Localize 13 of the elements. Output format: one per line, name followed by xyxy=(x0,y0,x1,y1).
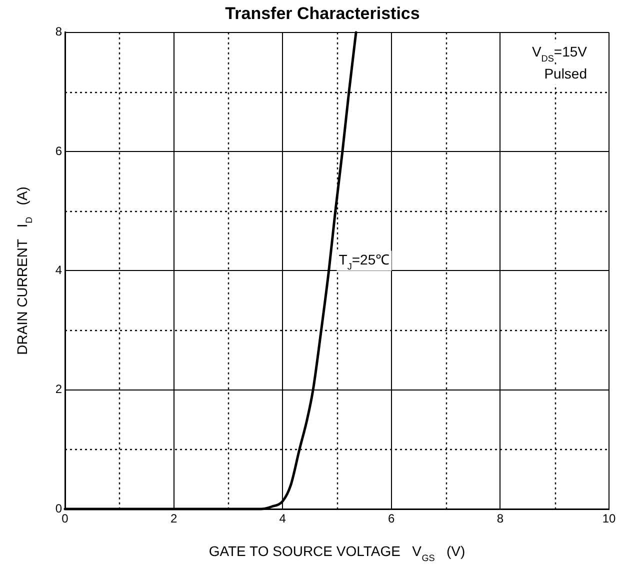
y-tick-label: 2 xyxy=(55,382,62,396)
annotation: Pulsed xyxy=(544,65,588,82)
x-tick-label: 4 xyxy=(279,512,286,526)
x-tick-label: 2 xyxy=(170,512,178,526)
y-tick-label: 8 xyxy=(55,24,62,39)
chart-title: Transfer Characteristics xyxy=(225,4,420,23)
x-tick-label: 6 xyxy=(388,512,396,526)
y-tick-label: 0 xyxy=(55,501,62,516)
text: DRAIN CURRENT ID (A) xyxy=(14,186,34,355)
x-tick-label: 8 xyxy=(496,512,504,526)
y-tick-label: 6 xyxy=(55,144,62,158)
y-tick-label: 4 xyxy=(55,263,62,278)
x-tick-label: 10 xyxy=(602,512,616,526)
